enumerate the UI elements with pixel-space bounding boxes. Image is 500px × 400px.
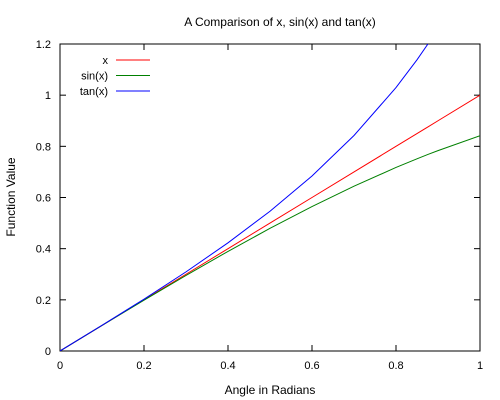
x-tick-label: 0.8 — [388, 360, 403, 372]
y-tick-label: 0.2 — [36, 295, 51, 307]
y-tick-label: 0 — [45, 346, 51, 358]
legend-label-sinx: sin(x) — [81, 71, 108, 83]
plot-frame — [59, 43, 481, 352]
y-tick-label: 0.8 — [36, 141, 51, 153]
y-tick-label: 0.4 — [36, 244, 51, 256]
y-axis-label: Function Value — [4, 157, 18, 236]
plot-area: 0 0.2 0.4 0.6 0.8 1 0 0.2 0.4 0.6 0.8 1 1.2 — [36, 39, 483, 372]
y-tick-label: 0.6 — [36, 193, 51, 205]
x-tick-label: 0 — [57, 360, 63, 372]
series-line-sinx — [60, 135, 480, 351]
series-line-tanx — [60, 44, 429, 351]
x-tick-label: 0.6 — [304, 360, 319, 372]
legend: x sin(x) tan(x) — [80, 55, 150, 98]
x-tick-label: 0.2 — [136, 360, 151, 372]
chart-title: A Comparison of x, sin(x) and tan(x) — [184, 15, 375, 29]
x-tick-label: 1 — [477, 360, 483, 372]
legend-label-tanx: tan(x) — [80, 86, 108, 98]
legend-label-x: x — [103, 55, 109, 67]
x-tick-label: 0.4 — [220, 360, 235, 372]
x-axis-label: Angle in Radians — [225, 383, 316, 397]
y-tick-label: 1.2 — [36, 39, 51, 51]
y-tick-label: 1 — [45, 90, 51, 102]
